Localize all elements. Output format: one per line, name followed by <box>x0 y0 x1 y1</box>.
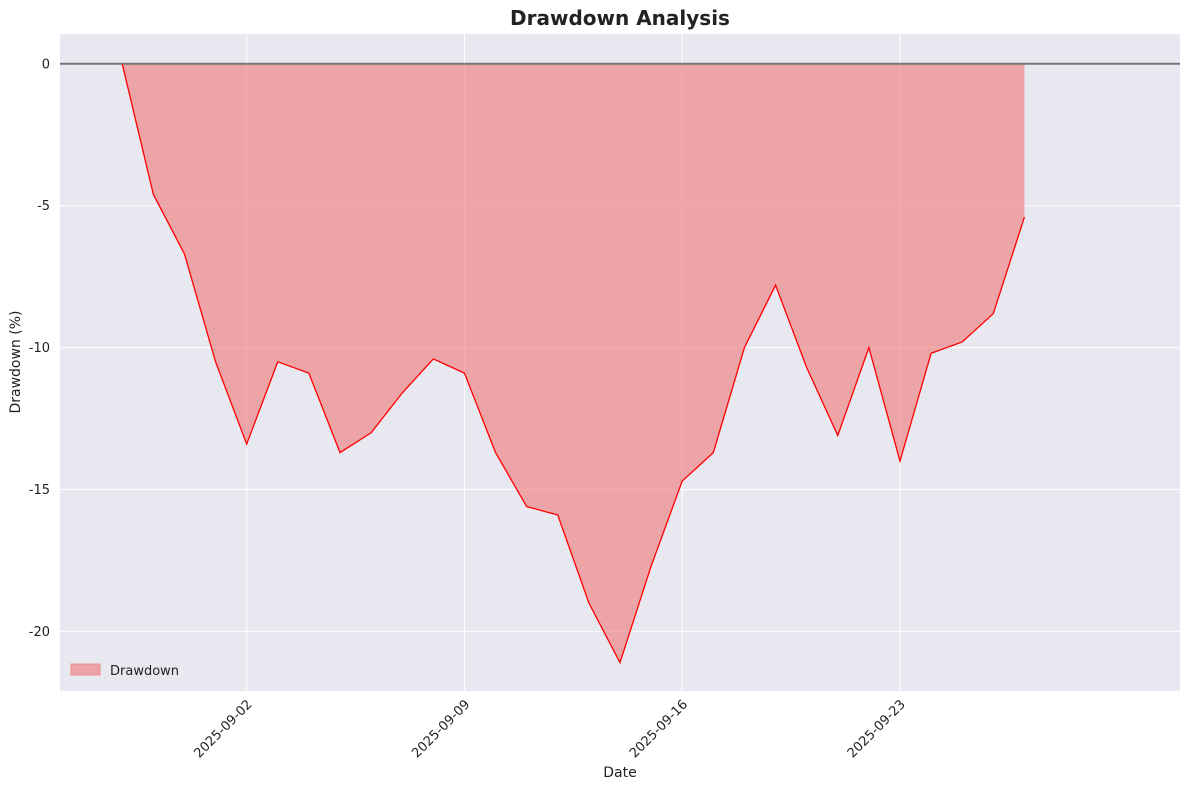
y-tick-label: -10 <box>29 341 50 356</box>
legend-label-drawdown: Drawdown <box>110 664 179 679</box>
series-area <box>122 63 1025 663</box>
y-tick-label: -15 <box>29 483 50 498</box>
drawdown-line <box>121 63 1026 665</box>
legend-swatch-drawdown <box>70 663 101 676</box>
y-tick-label: 0 <box>42 57 50 72</box>
x-tick-label: 2025-09-09 <box>409 697 473 761</box>
y-axis-ticks: 0 -5 -10 -15 -20 <box>29 57 50 640</box>
legend: Drawdown <box>70 663 179 679</box>
y-tick-label: -5 <box>37 199 50 214</box>
x-axis-ticks: 2025-09-02 2025-09-09 2025-09-16 2025-09-23 <box>191 697 908 761</box>
y-axis-label: Drawdown (%) <box>8 310 24 413</box>
series-line <box>121 63 1026 665</box>
x-tick-label: 2025-09-16 <box>627 697 691 761</box>
chart-title: Drawdown Analysis <box>510 6 730 30</box>
drawdown-area <box>122 63 1025 663</box>
x-axis-label: Date <box>603 765 636 781</box>
x-tick-label: 2025-09-02 <box>191 697 255 761</box>
x-tick-label: 2025-09-23 <box>845 697 909 761</box>
y-tick-label: -20 <box>29 625 50 640</box>
